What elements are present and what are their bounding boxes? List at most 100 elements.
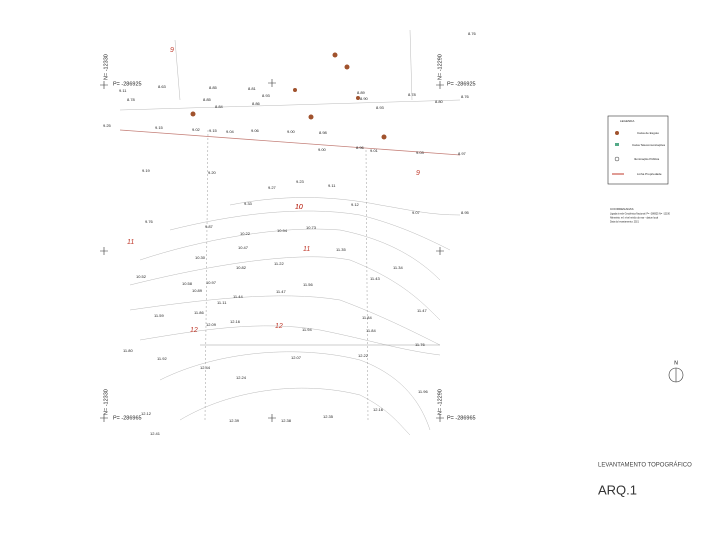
spot-elevation: 9.07 — [412, 210, 421, 215]
property-line — [119, 129, 461, 156]
spot-elevation: 8.97 — [458, 151, 467, 156]
spot-elevation: 9.01 — [370, 148, 379, 153]
coordinate: P= -286925 — [113, 81, 142, 87]
spot-elevation: 9.20 — [208, 170, 217, 175]
spot-elevation: 10.89 — [192, 288, 203, 293]
spot-elevation: 8.78 — [127, 97, 136, 102]
spot-elevation: 11.94 — [302, 327, 312, 332]
notes-line: Ligada à rede Geodésica Nacional: P= -28… — [610, 213, 671, 216]
notes-title: COORDENADAS — [610, 207, 634, 211]
spot-elevation: 9.15 — [155, 125, 164, 130]
grid-lines — [200, 129, 440, 421]
contour-label: 12 — [190, 327, 198, 334]
spot-elevation: 12.22 — [358, 353, 369, 358]
spot-elevation: 8.96 — [356, 145, 365, 150]
spot-elevation: 10.52 — [136, 274, 147, 279]
spot-elevation: 9.11 — [119, 88, 127, 93]
spot-elevation: 9.00 — [287, 129, 296, 134]
spot-elevation: 8.93 — [376, 105, 385, 110]
spot-elevation: 11.86 — [194, 310, 204, 315]
spot-elevation: 10.22 — [240, 231, 251, 236]
contour-label: 11 — [127, 239, 134, 246]
spot-elevation: 11.35 — [336, 247, 346, 252]
spot-elevation: 10.97 — [206, 280, 217, 285]
spot-elevation: 12.16 — [373, 407, 384, 412]
spot-elevation: 11.92 — [157, 356, 167, 361]
spot-elevation: 11.47 — [417, 308, 427, 313]
contour-label: 9 — [170, 47, 174, 54]
spot-elevation: 10.73 — [306, 225, 317, 230]
spot-elevation: 9.04 — [226, 129, 235, 134]
spot-elevation: 12.09 — [206, 322, 217, 327]
spot-elevation: 8.89 — [357, 90, 366, 95]
spot-elevation: 11.80 — [123, 348, 133, 353]
spot-elevation: 10.58 — [182, 281, 193, 286]
spot-elevation: 11.56 — [303, 282, 313, 287]
spot-elevation: 12.41 — [150, 431, 161, 436]
spot-elevation: 11.43 — [370, 276, 380, 281]
contour-label: 12 — [275, 323, 283, 330]
spot-elevation: 10.94 — [277, 228, 288, 233]
spot-elevation: 9.00 — [318, 147, 327, 152]
contour-label: 9 — [416, 170, 420, 177]
coordinate: N= -12290 — [437, 54, 443, 80]
contour-label: 10 — [295, 204, 303, 211]
spot-elevation: 8.93 — [262, 93, 271, 98]
spot-elevation: 11.47 — [276, 289, 286, 294]
sheet-label: ARQ.1 — [598, 482, 637, 497]
spot-elevation: 9.15 — [209, 128, 218, 133]
icons — [190, 52, 387, 140]
coordinate: N= -12330 — [103, 389, 109, 415]
spot-elevation: 12.07 — [291, 355, 302, 360]
spot-elevation: 9.12 — [351, 202, 360, 207]
spot-elevation: 9.27 — [268, 185, 277, 190]
legend-title: LEGENDA — [620, 119, 634, 123]
spot-elevation: 12.38 — [281, 418, 292, 423]
legend-icon — [615, 131, 619, 135]
spot-elevation: 9.87 — [205, 224, 214, 229]
spot-elevation: 11.84 — [362, 315, 372, 320]
spot-elevation: 11.76 — [415, 342, 425, 347]
spot-elevation: 8.78 — [408, 92, 417, 97]
legend-icon — [615, 143, 619, 146]
crosses — [100, 79, 444, 422]
spot-elevation: 10.82 — [236, 265, 247, 270]
spot-elevation: 12.35 — [323, 414, 334, 419]
spot-elevation: 10.47 — [238, 245, 249, 250]
legend-box — [607, 115, 669, 185]
spot-elevation: 11.11 — [217, 300, 227, 305]
legend-item: Linha Propriedade — [637, 172, 662, 176]
spot-elevation: 12.44 — [200, 365, 211, 370]
spot-elevation: 11.34 — [393, 265, 403, 270]
contour-label: 11 — [303, 246, 310, 253]
spot-elevation: 8.76 — [468, 31, 477, 36]
spot-elevation: 8.98 — [319, 130, 328, 135]
spot-elevation: 8.86 — [252, 101, 261, 106]
spot-elevation: 8.80 — [435, 99, 444, 104]
legend-item: Caixa Telecomunicações — [632, 143, 666, 147]
spot-elevation: 8.76 — [461, 94, 470, 99]
spot-elevation: 11.59 — [154, 313, 164, 318]
spot-elevation: 8.90 — [360, 96, 369, 101]
spot-elevation: 11.84 — [366, 328, 376, 333]
notes-line: Altimetria: ref. nível médio do mar - da… — [610, 217, 659, 220]
spot-elevation: 9.23 — [296, 179, 305, 184]
coordinate: P= -286925 — [447, 81, 476, 87]
drawing-subtitle: LEVANTAMENTO TOPOGRÁFICO — [598, 462, 692, 469]
spot-elevation: 9.11 — [328, 183, 336, 188]
spot-elevation: 9.33 — [244, 201, 253, 206]
spot-elevation: 12.16 — [230, 319, 241, 324]
spot-elevation: 12.24 — [236, 375, 247, 380]
coordinate: N= -12290 — [437, 389, 443, 415]
spot-elevation: 8.85 — [209, 85, 218, 90]
spot-elevation: 8.84 — [215, 104, 224, 109]
spot-elevation: 12.39 — [229, 418, 240, 423]
spot-elevation: 11.44 — [233, 294, 243, 299]
legend-icon — [614, 156, 620, 162]
spot-elevation: 11.96 — [418, 389, 428, 394]
spot-elevation: 11.22 — [274, 261, 284, 266]
notes-line: Data do levantamento: 2021 — [610, 221, 640, 224]
contours — [119, 29, 461, 436]
spot-elevation: 9.76 — [145, 219, 154, 224]
